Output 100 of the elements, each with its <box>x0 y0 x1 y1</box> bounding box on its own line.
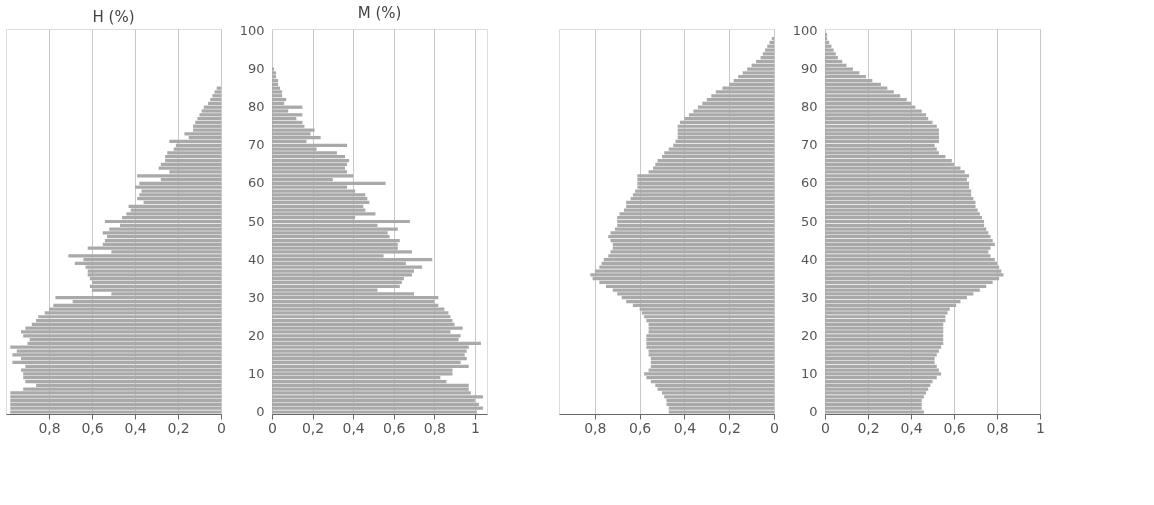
bar <box>619 212 774 216</box>
x-tick-label: 0 <box>217 419 226 436</box>
bar <box>169 139 221 144</box>
bar <box>825 334 944 338</box>
bar <box>68 254 221 258</box>
bar <box>825 341 944 346</box>
bar <box>10 402 221 406</box>
y-tick-label: 90 <box>800 61 818 77</box>
bar <box>637 181 774 186</box>
x-tick-label: 0,2 <box>167 419 190 436</box>
bar <box>272 82 279 86</box>
bar <box>825 231 989 235</box>
bar <box>648 349 774 353</box>
bar <box>825 257 995 262</box>
bar <box>208 101 221 106</box>
bar <box>715 90 774 94</box>
bar <box>272 86 281 90</box>
bar <box>214 90 221 94</box>
bar <box>167 151 221 155</box>
bar <box>825 383 931 387</box>
bar <box>25 379 221 384</box>
bar <box>655 383 774 387</box>
bar <box>825 136 939 140</box>
bar <box>650 360 774 365</box>
bar <box>825 197 974 201</box>
bar <box>590 273 774 277</box>
bar <box>617 292 774 296</box>
bar <box>825 52 836 56</box>
bar <box>10 410 221 414</box>
bar <box>272 71 277 75</box>
x-tick-label: 1 <box>1036 419 1045 436</box>
y-tick-label: 20 <box>247 327 265 343</box>
bar <box>201 109 221 113</box>
bar <box>668 406 774 410</box>
bar <box>74 261 221 266</box>
bar <box>825 406 922 410</box>
bar <box>272 67 275 71</box>
bar <box>608 254 774 258</box>
x-tick-label: 0 <box>268 419 277 436</box>
bar <box>614 227 774 231</box>
bar <box>825 322 944 326</box>
bar <box>89 284 221 288</box>
bar <box>612 242 774 246</box>
bar <box>825 387 929 391</box>
bar <box>825 398 922 403</box>
bar <box>272 136 321 140</box>
bar <box>825 170 965 174</box>
bar <box>10 406 221 410</box>
x-tick-label: 0,8 <box>423 419 446 436</box>
bar <box>635 189 774 193</box>
bar <box>272 364 469 368</box>
bar <box>825 177 967 182</box>
bar <box>272 296 439 300</box>
bar <box>825 143 935 147</box>
bar <box>688 113 774 117</box>
bar <box>272 242 398 246</box>
bar <box>272 113 303 117</box>
bar <box>637 185 774 189</box>
bar <box>650 357 774 361</box>
bar <box>825 311 948 315</box>
bar <box>684 117 774 121</box>
bar <box>825 101 911 106</box>
bar <box>825 250 989 254</box>
bar <box>825 364 937 368</box>
bar <box>92 280 221 285</box>
bar <box>825 326 944 330</box>
bar <box>825 117 929 121</box>
bar <box>825 315 946 319</box>
y-tick-label: 30 <box>800 289 818 305</box>
bar <box>272 349 467 353</box>
bar <box>825 219 985 224</box>
bar <box>203 105 221 109</box>
bar <box>825 273 1004 277</box>
x-tick-label: 0 <box>821 419 830 436</box>
y-tick-label: 10 <box>800 365 818 381</box>
bar <box>711 94 774 98</box>
bar <box>601 261 774 266</box>
bar <box>104 238 221 243</box>
bar <box>592 277 774 281</box>
y-tick-label: 40 <box>800 251 818 267</box>
bar <box>648 330 774 334</box>
bar <box>272 128 315 132</box>
bar <box>10 398 221 403</box>
bar <box>646 341 774 346</box>
bar <box>662 155 774 159</box>
bar <box>126 212 221 216</box>
y-tick-label: 100 <box>239 23 265 38</box>
y-tick-label: 10 <box>247 365 265 381</box>
bar <box>272 257 433 262</box>
bar <box>825 353 937 357</box>
bar <box>825 97 907 102</box>
bar <box>272 143 348 147</box>
bar <box>139 181 221 186</box>
bar <box>825 235 991 239</box>
bar <box>272 299 435 304</box>
bar <box>679 120 774 125</box>
y-tick-label: 80 <box>800 99 818 115</box>
x-tick-label: 0,6 <box>81 419 104 436</box>
bar <box>825 246 991 250</box>
bar <box>610 238 774 243</box>
